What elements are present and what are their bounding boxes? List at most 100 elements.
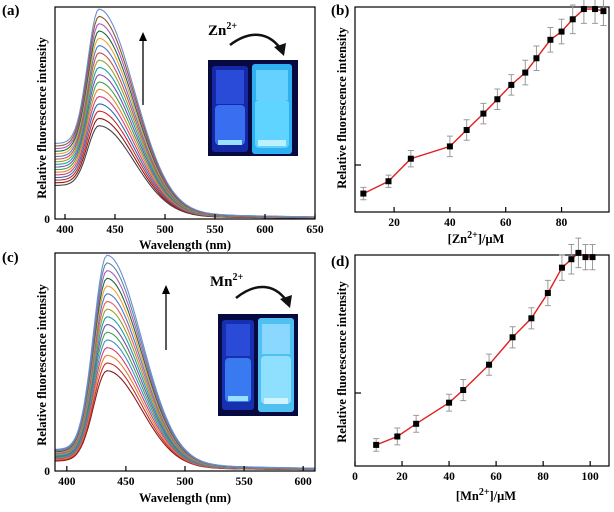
curved-arrowhead-c xyxy=(280,295,292,308)
series-line-b xyxy=(363,8,604,195)
x-tick-label-d-5: 100 xyxy=(582,471,600,483)
spectrum-curve-a-16 xyxy=(54,8,315,218)
y-axis-title-d: Relative fluorescence intensity xyxy=(335,280,349,442)
x-tick-label-c-3: 550 xyxy=(235,476,253,488)
x-tick-label-b-0: 20 xyxy=(388,217,400,229)
data-point-d-1 xyxy=(394,433,401,440)
panel-label-b: (b) xyxy=(331,3,349,19)
plot-frame-a xyxy=(54,6,316,220)
y-axis-title-c: Relative fluorescence intensity xyxy=(35,283,49,445)
data-point-b-15 xyxy=(600,8,607,15)
data-point-d-5 xyxy=(486,361,493,368)
data-point-b-6 xyxy=(494,96,501,103)
data-point-b-8 xyxy=(522,69,529,76)
data-point-d-0 xyxy=(373,441,380,448)
x-tick-label-d-0: 0 xyxy=(352,471,358,483)
x-axis-title-d: [Mn2+]/μM xyxy=(456,487,516,503)
x-tick-label-c-2: 500 xyxy=(176,476,194,488)
x-tick-label-d-3: 60 xyxy=(490,471,502,483)
spectra-curves-c xyxy=(54,254,316,471)
data-point-d-3 xyxy=(446,399,453,406)
y-tick-label-c: 0 xyxy=(44,466,50,478)
x-tick-label-a-3: 550 xyxy=(206,224,224,236)
vial-photo-c xyxy=(218,314,298,416)
ion-charge-c: 2+ xyxy=(233,272,244,283)
spectra-curves-a xyxy=(54,8,316,219)
x-axis-title-d-sup: 2+ xyxy=(479,487,490,498)
x-axis-title-b: [Zn2+]/μM xyxy=(448,230,505,246)
data-point-b-7 xyxy=(508,81,515,88)
panel-label-d: (d) xyxy=(331,254,349,270)
data-point-b-1 xyxy=(385,178,392,185)
x-tick-label-a-5: 650 xyxy=(306,224,324,236)
panel-c: (c) Relative fluorescence intensity Wave… xyxy=(2,250,316,505)
x-ticks-a: 400 450 500 550 600 650 xyxy=(56,214,324,236)
panel-label-c: (c) xyxy=(2,250,19,266)
data-point-b-9 xyxy=(533,55,540,62)
ion-charge-a: 2+ xyxy=(226,21,237,32)
panel-b: (b) Relative fluorescence intensity [Zn2… xyxy=(331,0,610,246)
data-point-b-4 xyxy=(463,127,470,133)
plot-frame-b xyxy=(354,6,610,213)
plot-frame-d xyxy=(354,254,610,467)
data-point-d-8 xyxy=(544,289,551,296)
x-ticks-b: 20 40 60 80 xyxy=(388,207,568,229)
series-line-d xyxy=(375,252,593,446)
data-point-b-3 xyxy=(446,143,453,150)
panel-d: (d) Relative fluorescence intensity [Mn2… xyxy=(331,237,610,503)
x-axis-title-b-post: ]/μM xyxy=(478,232,505,246)
data-point-b-10 xyxy=(547,36,554,43)
x-axis-title-a: Wavelength (nm) xyxy=(139,238,231,252)
ion-label-c: Mn2+ xyxy=(210,272,244,290)
curved-arrow-c xyxy=(235,285,287,301)
data-point-b-0 xyxy=(360,190,367,197)
data-point-d-10 xyxy=(568,256,575,263)
y-tick-label-a: 0 xyxy=(44,214,50,226)
x-axis-title-b-pre: [Zn xyxy=(448,232,468,246)
data-series-b xyxy=(360,0,607,201)
x-tick-label-a-0: 400 xyxy=(56,224,74,236)
x-tick-label-d-4: 80 xyxy=(537,471,549,483)
vial-photo-a xyxy=(208,60,298,156)
data-series-d xyxy=(373,237,596,452)
data-point-d-9 xyxy=(558,264,565,271)
ion-label-a: Zn2+ xyxy=(208,21,237,39)
increase-arrowhead-c xyxy=(162,285,170,294)
spectrum-curve-c-15 xyxy=(54,254,315,469)
x-ticks-d: 0 20 40 60 80 100 xyxy=(352,461,599,483)
x-axis-title-b-sup: 2+ xyxy=(467,230,478,241)
data-point-d-4 xyxy=(460,387,467,394)
x-tick-label-c-0: 400 xyxy=(58,476,76,488)
data-point-b-5 xyxy=(480,110,487,117)
data-point-d-11 xyxy=(575,249,582,256)
data-point-b-12 xyxy=(569,16,576,23)
x-axis-title-d-post: ]/μM xyxy=(490,489,517,503)
y-axis-title-b: Relative fluorescence intensity xyxy=(335,26,349,188)
x-tick-label-b-2: 60 xyxy=(500,217,512,229)
x-tick-label-d-1: 20 xyxy=(396,471,408,483)
x-tick-label-d-2: 40 xyxy=(443,471,455,483)
ion-symbol-c: Mn xyxy=(210,274,233,290)
y-axis-title-a: Relative fluorescence intensity xyxy=(35,36,49,198)
data-point-b-11 xyxy=(558,28,565,35)
data-point-b-14 xyxy=(592,6,599,13)
x-ticks-c: 400 450 500 550 600 xyxy=(58,466,312,488)
x-tick-label-b-3: 80 xyxy=(556,217,568,229)
x-tick-label-a-1: 450 xyxy=(106,224,124,236)
x-axis-title-c: Wavelength (nm) xyxy=(139,491,231,505)
data-point-d-13 xyxy=(589,254,596,261)
increase-arrowhead-a xyxy=(139,32,147,41)
panel-a: (a) Relative fluorescence intensity Wave… xyxy=(2,3,324,252)
panel-label-a: (a) xyxy=(2,3,20,19)
ion-symbol-a: Zn xyxy=(208,23,227,39)
data-point-d-7 xyxy=(528,315,535,322)
x-axis-title-d-pre: [Mn xyxy=(456,489,479,503)
data-point-b-13 xyxy=(580,6,587,13)
data-point-d-2 xyxy=(413,420,420,427)
curved-arrowhead-a xyxy=(274,43,286,56)
x-tick-label-c-4: 600 xyxy=(295,476,313,488)
data-point-d-12 xyxy=(582,254,589,261)
data-point-b-2 xyxy=(407,155,414,162)
data-point-d-6 xyxy=(509,334,516,341)
